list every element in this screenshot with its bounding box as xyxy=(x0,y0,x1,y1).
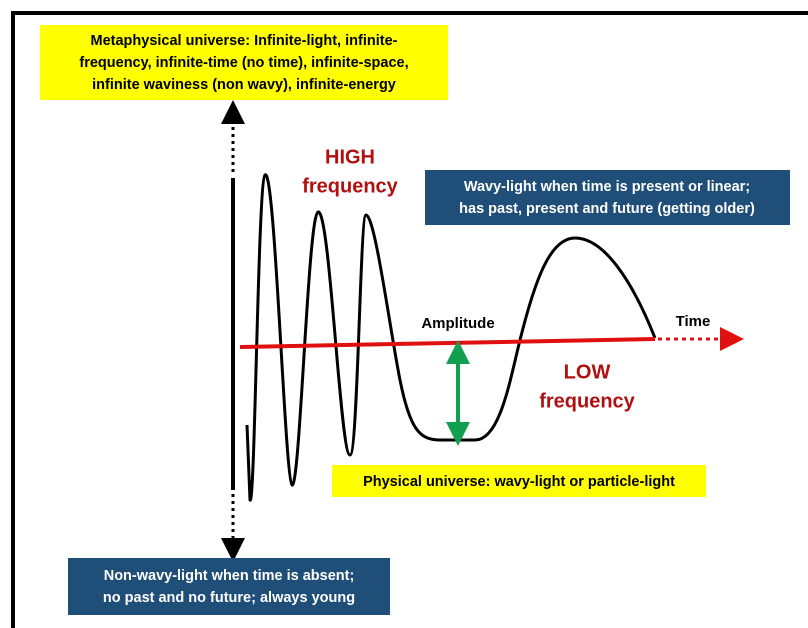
box-line: infinite waviness (non wavy), infinite-e… xyxy=(92,77,396,93)
amplitude-label: Amplitude xyxy=(421,315,494,332)
time-label: Time xyxy=(676,313,711,330)
box-line: Metaphysical universe: Infinite-light, i… xyxy=(91,33,398,49)
box-line: no past and no future; always young xyxy=(103,590,355,606)
box-line: has past, present and future (getting ol… xyxy=(459,201,755,217)
physical-box xyxy=(332,465,706,497)
high-label: frequency xyxy=(302,175,398,197)
time-axis xyxy=(239,337,656,349)
low-label: LOW xyxy=(564,361,611,383)
wavy-box xyxy=(425,170,790,225)
box-line: frequency, infinite-time (no time), infi… xyxy=(79,55,408,71)
low-label: frequency xyxy=(539,390,635,412)
non-wavy-box xyxy=(68,558,390,615)
box-line: Physical universe: wavy-light or particl… xyxy=(363,474,675,490)
metaphysical-box xyxy=(40,25,448,100)
box-line: Non-wavy-light when time is absent; xyxy=(104,568,355,584)
frame xyxy=(11,11,808,628)
box-line: Wavy-light when time is present or linea… xyxy=(464,179,750,195)
high-label: HIGH xyxy=(325,146,375,168)
